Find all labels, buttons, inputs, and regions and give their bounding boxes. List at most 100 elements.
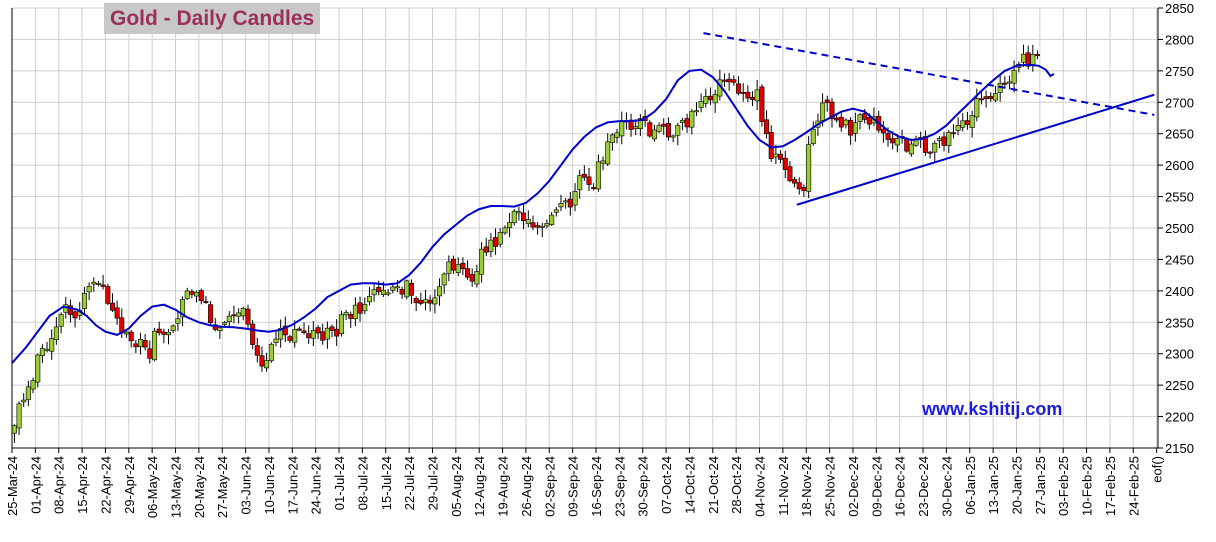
candle-up [240,307,246,317]
chart-title: Gold - Daily Candles [104,3,321,34]
candle-down [245,308,251,325]
x-tick-label: 30-Sep-24 [636,456,651,517]
candle-down [890,138,896,144]
x-tick-label: 30-Dec-24 [939,456,954,517]
y-tick-label: 2750 [1165,64,1194,79]
x-tick-label: 29-Jul-24 [425,456,440,510]
x-tick-label: 01-Jul-24 [332,456,347,510]
candle-down [203,301,209,303]
candle-down [782,157,788,170]
candle-up [974,98,980,118]
candle-down [740,92,746,94]
candle-up [222,322,228,325]
candle-down [109,302,115,311]
x-tick-label: 14-Oct-24 [682,456,697,514]
x-tick-label: 04-Nov-24 [753,456,768,517]
candle-down [829,101,835,119]
candle-up [595,161,601,190]
candle-down [469,274,475,282]
candle-up [170,325,176,331]
candle-up [152,330,158,361]
x-tick-label: 03-Feb-25 [1056,456,1071,516]
x-tick-label: 11-Nov-24 [776,456,791,516]
candle-down [983,96,989,99]
candle-up [525,219,531,224]
candle-up [894,138,900,146]
candle-down [413,297,419,304]
candle-down [736,83,742,94]
x-tick-label: 07-Oct-24 [659,456,674,514]
x-tick-label: 28-Oct-24 [729,456,744,514]
candle-down [796,182,802,190]
x-tick-label: 10-Feb-25 [1080,456,1095,516]
watermark-link[interactable]: www.kshitij.com [922,399,1063,419]
candle-up [651,129,657,140]
x-tick-label: 03-Jun-24 [239,456,254,515]
candle-up [441,273,447,286]
x-tick-label: 15-Jul-24 [379,456,394,510]
candle-up [516,211,522,214]
candle-up [310,330,316,339]
x-tick-label: 17-Jun-24 [285,456,300,515]
candle-up [86,285,92,293]
candle-up [53,326,59,341]
candle-down [824,99,830,103]
candle-down [409,282,415,296]
candle-up [343,312,349,316]
candle-up [404,280,410,298]
candle-down [801,186,807,191]
x-tick-label: 23-Dec-24 [916,456,931,517]
candle-up [773,153,779,158]
candle-down [759,86,765,122]
candle-down [581,173,587,178]
candle-up [820,102,826,121]
y-tick-label: 2150 [1165,441,1194,456]
candle-up [843,119,849,126]
candle-up [123,331,129,335]
x-tick-label: 09-Sep-24 [566,456,581,517]
candle-up [264,360,270,369]
candle-up [932,142,938,153]
candle-up [455,264,461,273]
candle-down [726,78,732,83]
candle-up [352,304,358,320]
candle-up [16,403,22,429]
candle-up [268,343,274,362]
candle-down [67,305,73,315]
y-tick-label: 2300 [1165,347,1194,362]
candle-up [577,175,583,191]
candle-down [862,113,868,120]
candle-down [287,336,293,341]
candle-up [273,338,279,343]
candle-down [745,91,751,99]
x-tick-label: 29-Apr-24 [122,456,137,514]
candle-down [357,302,363,314]
x-tick-label: 10-Jun-24 [262,456,277,515]
candle-up [619,121,625,137]
candle-up [11,425,17,434]
x-tick-label: 27-May-24 [215,456,230,518]
candle-up [993,93,999,101]
candle-down [988,96,994,99]
x-tick-label: 26-Aug-24 [519,456,534,517]
candle-down [114,307,120,319]
candle-up [437,286,443,297]
candle-down [460,262,466,270]
x-tick-label: eof() [1150,456,1165,483]
candle-up [30,380,36,390]
candle-up [497,232,503,245]
candle-down [348,314,354,319]
candle-up [507,222,513,229]
candle-up [58,314,64,327]
candle-down [586,176,592,185]
candle-up [236,312,242,317]
candle-up [810,128,816,144]
candle-up [806,144,812,192]
candle-down [787,166,793,182]
candle-down [301,330,307,333]
x-tick-label: 19-Aug-24 [496,456,511,517]
candle-down [231,314,237,317]
candle-up [432,297,438,305]
candle-down [927,151,933,154]
